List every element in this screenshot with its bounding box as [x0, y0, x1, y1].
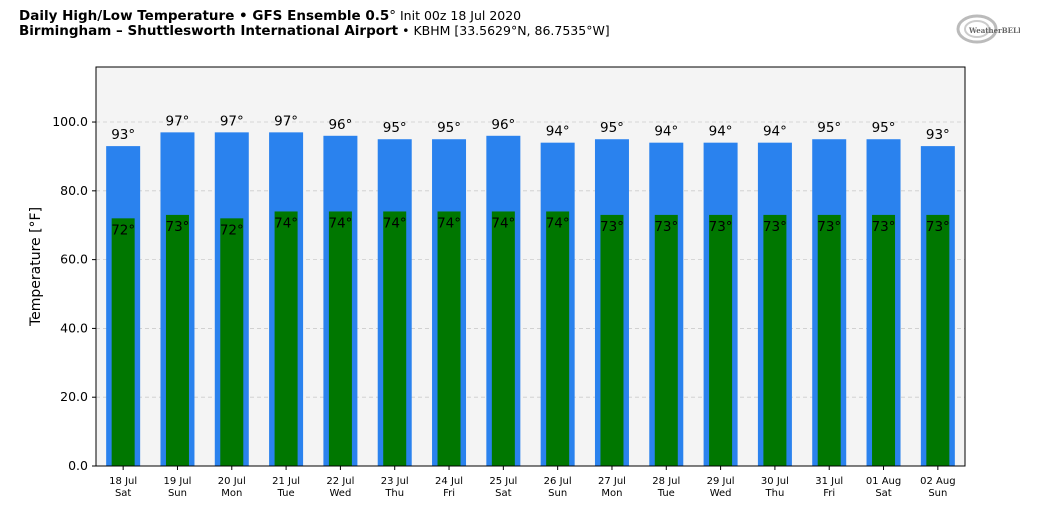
- x-weekday-label: Sun: [548, 488, 567, 499]
- high-label: 95°: [383, 120, 407, 136]
- y-tick-label: 80.0: [60, 183, 88, 198]
- x-tick-label: 19 Jul: [163, 476, 191, 487]
- x-tick-label: 28 Jul: [652, 476, 680, 487]
- low-bar: [654, 214, 678, 466]
- low-bar: [872, 214, 896, 466]
- x-weekday-label: Tue: [277, 488, 295, 499]
- y-axis-label: Temperature [°F]: [28, 207, 44, 327]
- low-bar: [709, 214, 733, 466]
- low-label: 74°: [274, 215, 298, 231]
- high-label: 96°: [491, 117, 515, 133]
- x-weekday-label: Fri: [823, 488, 835, 499]
- low-bar: [600, 214, 624, 466]
- low-bar: [817, 214, 841, 466]
- y-tick-label: 40.0: [60, 320, 88, 335]
- x-tick-label: 02 Aug: [920, 476, 955, 487]
- x-weekday-label: Sat: [495, 488, 511, 499]
- x-weekday-label: Thu: [384, 488, 404, 499]
- x-weekday-label: Wed: [710, 488, 732, 499]
- x-weekday-label: Sat: [115, 488, 131, 499]
- low-bar: [328, 211, 352, 466]
- y-tick-label: 60.0: [60, 252, 88, 267]
- x-tick-label: 30 Jul: [761, 476, 789, 487]
- title-degree: °: [389, 8, 397, 24]
- x-tick-label: 23 Jul: [381, 476, 409, 487]
- low-label: 73°: [166, 219, 190, 235]
- low-bar: [926, 214, 950, 466]
- x-weekday-label: Thu: [765, 488, 785, 499]
- low-label: 74°: [383, 215, 407, 231]
- x-weekday-label: Fri: [443, 488, 455, 499]
- station-name: Birmingham – Shuttlesworth International…: [19, 23, 399, 39]
- high-label: 96°: [328, 117, 352, 133]
- low-bar: [111, 218, 135, 466]
- low-bar: [383, 211, 407, 466]
- high-label: 94°: [763, 124, 787, 140]
- low-label: 73°: [654, 219, 678, 235]
- x-weekday-label: Sat: [875, 488, 891, 499]
- high-label: 97°: [166, 113, 190, 129]
- station-coords: • KBHM [33.5629°N, 86.7535°W]: [398, 23, 610, 38]
- y-tick-label: 20.0: [60, 389, 88, 404]
- x-weekday-label: Sun: [928, 488, 947, 499]
- low-bar: [546, 211, 570, 466]
- x-tick-label: 24 Jul: [435, 476, 463, 487]
- x-tick-label: 27 Jul: [598, 476, 626, 487]
- low-label: 74°: [437, 215, 461, 231]
- high-label: 95°: [817, 120, 841, 136]
- low-bar: [437, 211, 461, 466]
- x-tick-label: 01 Aug: [866, 476, 901, 487]
- x-weekday-label: Wed: [330, 488, 352, 499]
- low-label: 73°: [600, 219, 624, 235]
- x-tick-label: 18 Jul: [109, 476, 137, 487]
- low-label: 72°: [111, 222, 135, 238]
- high-label: 95°: [600, 120, 624, 136]
- x-weekday-label: Mon: [601, 488, 622, 499]
- high-label: 97°: [274, 113, 298, 129]
- y-tick-label: 100.0: [52, 114, 88, 129]
- x-tick-label: 31 Jul: [815, 476, 843, 487]
- low-label: 74°: [328, 215, 352, 231]
- low-bar: [763, 214, 787, 466]
- low-label: 73°: [817, 219, 841, 235]
- low-label: 73°: [872, 219, 896, 235]
- x-weekday-label: Tue: [657, 488, 675, 499]
- x-weekday-label: Mon: [221, 488, 242, 499]
- station-title: Birmingham – Shuttlesworth International…: [19, 23, 610, 39]
- low-label: 73°: [763, 219, 787, 235]
- x-tick-label: 25 Jul: [489, 476, 517, 487]
- low-label: 73°: [709, 219, 733, 235]
- x-tick-label: 26 Jul: [544, 476, 572, 487]
- low-bar: [220, 218, 244, 466]
- title-main: Daily High/Low Temperature • GFS Ensembl…: [19, 8, 390, 24]
- x-tick-label: 22 Jul: [326, 476, 354, 487]
- weatherbell-logo: WeatherBELL: [956, 14, 1020, 44]
- title-init: Init 00z 18 Jul 2020: [396, 8, 522, 23]
- high-label: 94°: [709, 124, 733, 140]
- high-label: 93°: [111, 127, 135, 143]
- high-label: 95°: [872, 120, 896, 136]
- low-label: 74°: [546, 215, 570, 231]
- high-label: 93°: [926, 127, 950, 143]
- x-tick-label: 20 Jul: [218, 476, 246, 487]
- high-label: 97°: [220, 113, 244, 129]
- y-tick-label: 0.0: [68, 458, 88, 473]
- low-bar: [274, 211, 298, 466]
- low-label: 74°: [491, 215, 515, 231]
- x-tick-label: 21 Jul: [272, 476, 300, 487]
- plot-frame: [95, 66, 966, 467]
- low-bar: [165, 214, 189, 466]
- low-bar: [491, 211, 515, 466]
- low-label: 73°: [926, 219, 950, 235]
- high-label: 94°: [654, 124, 678, 140]
- x-tick-label: 29 Jul: [707, 476, 735, 487]
- high-label: 95°: [437, 120, 461, 136]
- low-label: 72°: [220, 222, 244, 238]
- svg-text:WeatherBELL: WeatherBELL: [968, 26, 1020, 35]
- high-label: 94°: [546, 124, 570, 140]
- chart-title: Daily High/Low Temperature • GFS Ensembl…: [19, 8, 521, 24]
- x-weekday-label: Sun: [168, 488, 187, 499]
